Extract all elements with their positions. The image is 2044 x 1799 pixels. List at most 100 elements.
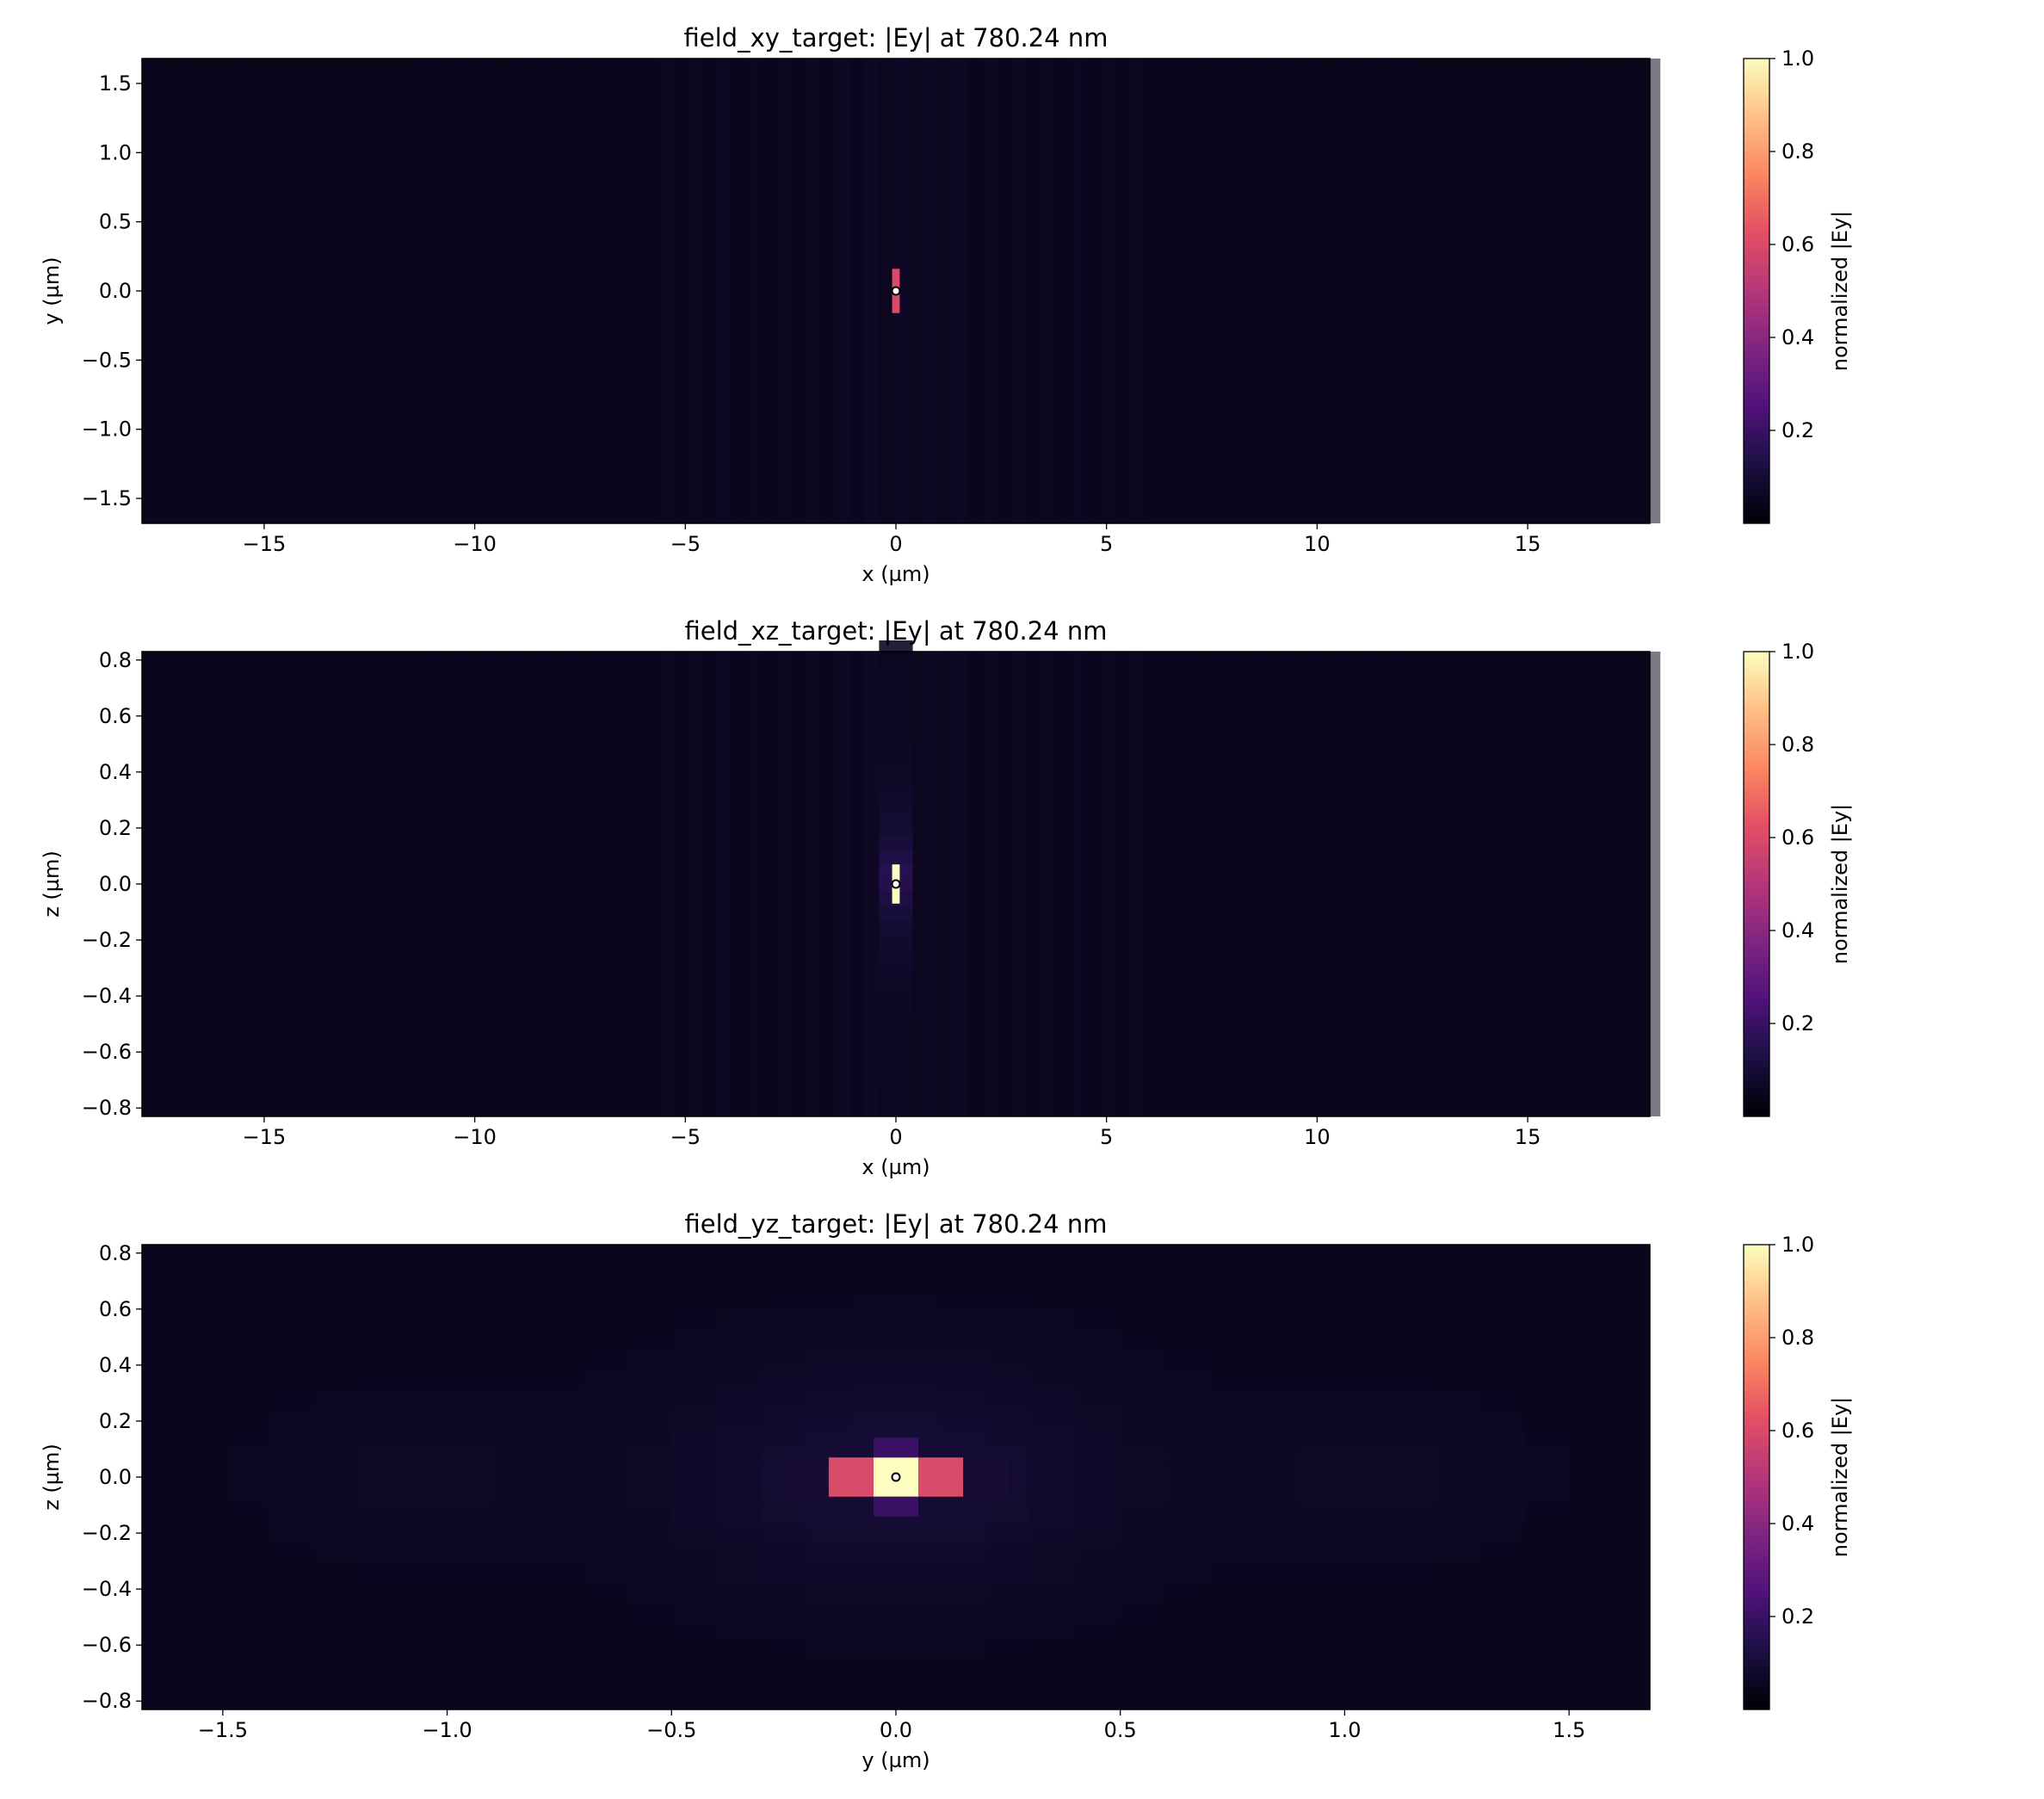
glow-cell xyxy=(1255,1563,1300,1585)
lobe-cell xyxy=(879,794,913,809)
glow-cell xyxy=(222,1289,269,1310)
glow-cell xyxy=(1389,1485,1436,1506)
glow-cell xyxy=(850,1583,897,1604)
texture-stripe xyxy=(1424,652,1440,1116)
glow-cell xyxy=(402,1641,448,1663)
glow-cell xyxy=(402,1681,448,1702)
glow-cell xyxy=(268,1289,313,1310)
glow-cell xyxy=(1344,1524,1391,1545)
glow-cell xyxy=(1569,1289,1615,1310)
glow-cell xyxy=(1030,1681,1077,1702)
x-tick-label: 10 xyxy=(1304,1125,1331,1149)
glow-cell xyxy=(1120,1348,1166,1369)
glow-cell xyxy=(222,1563,269,1585)
glow-cell xyxy=(402,1446,448,1467)
texture-stripe xyxy=(1232,652,1248,1116)
target-marker xyxy=(891,286,901,296)
lobe-cell xyxy=(879,962,913,977)
glow-cell xyxy=(1300,1348,1345,1369)
texture-stripe xyxy=(201,59,216,523)
glow-cell xyxy=(1479,1250,1525,1270)
lobe-cell xyxy=(879,1102,913,1116)
lobe-cell xyxy=(879,836,913,850)
glow-cell xyxy=(582,1563,627,1585)
glow-cell xyxy=(1255,1387,1300,1408)
texture-stripe xyxy=(1129,59,1145,523)
texture-stripe xyxy=(451,59,466,523)
y-tick-label: −0.5 xyxy=(82,348,132,372)
glow-cell xyxy=(761,1426,807,1447)
glow-cell xyxy=(896,1641,942,1663)
glow-cell xyxy=(1164,1544,1211,1565)
glow-cell xyxy=(896,1603,942,1623)
glow-cell xyxy=(357,1623,403,1643)
glow-cell xyxy=(1030,1289,1077,1310)
glow-cell xyxy=(312,1348,358,1369)
glow-cell xyxy=(850,1270,897,1290)
peak-cell xyxy=(783,1457,829,1497)
y-tick-label: 1.0 xyxy=(99,140,132,164)
glow-cell xyxy=(716,1426,763,1447)
glow-cell xyxy=(1389,1681,1436,1702)
glow-cell xyxy=(985,1270,1031,1290)
glow-cell xyxy=(222,1544,269,1565)
glow-cell xyxy=(1255,1661,1300,1682)
glow-cell xyxy=(447,1465,493,1487)
glow-cell xyxy=(1164,1270,1211,1290)
texture-stripe xyxy=(687,59,702,523)
y-tick-label: −0.8 xyxy=(82,1689,132,1713)
glow-cell xyxy=(1389,1544,1436,1565)
glow-cell xyxy=(447,1485,493,1506)
glow-cell xyxy=(1300,1368,1345,1388)
glow-cell xyxy=(1569,1465,1615,1487)
texture-stripe xyxy=(1321,652,1337,1116)
glow-cell xyxy=(671,1446,717,1467)
glow-cell xyxy=(582,1387,627,1408)
texture-stripe xyxy=(790,59,806,523)
texture-stripe xyxy=(937,652,954,1116)
glow-cell xyxy=(222,1270,269,1290)
glow-cell xyxy=(1389,1563,1436,1585)
glow-cell xyxy=(312,1623,358,1643)
glow-cell xyxy=(1164,1681,1211,1702)
texture-stripe xyxy=(1528,59,1543,523)
glow-cell xyxy=(1164,1348,1211,1369)
texture-stripe xyxy=(1158,59,1174,523)
glow-cell xyxy=(177,1544,224,1565)
glow-cell xyxy=(627,1426,672,1447)
glow-cell xyxy=(268,1328,313,1349)
glow-cell xyxy=(761,1387,807,1408)
texture-stripe xyxy=(1071,652,1086,1116)
glow-cell xyxy=(491,1524,538,1545)
y-tick-label: 0.8 xyxy=(99,1241,132,1265)
glow-cell xyxy=(1210,1563,1256,1585)
glow-cell xyxy=(536,1270,583,1290)
glow-cell xyxy=(850,1623,897,1643)
glow-cell xyxy=(761,1524,807,1545)
glow-cell xyxy=(1075,1563,1121,1585)
glow-cell xyxy=(896,1328,942,1349)
glow-cell xyxy=(716,1544,763,1565)
glow-cell xyxy=(1434,1446,1480,1467)
glow-cell xyxy=(806,1563,852,1585)
glow-cell xyxy=(1344,1328,1391,1349)
glow-cell xyxy=(222,1485,269,1506)
glow-cell xyxy=(1479,1348,1525,1369)
glow-cell xyxy=(447,1544,493,1565)
glow-cell xyxy=(671,1250,717,1270)
glow-cell xyxy=(627,1446,672,1467)
colorbar: 0.2 0.4 0.6 0.8 1.0 normalized |Ey| xyxy=(1743,46,1852,524)
glow-cell xyxy=(177,1406,224,1427)
texture-stripe xyxy=(1557,652,1572,1116)
glow-cell xyxy=(1344,1485,1391,1506)
glow-cell xyxy=(716,1603,763,1623)
glow-cell xyxy=(1210,1681,1256,1702)
glow-cell xyxy=(491,1348,538,1369)
x-tick-label: 0 xyxy=(889,1125,902,1149)
glow-cell xyxy=(177,1426,224,1447)
texture-stripe xyxy=(186,59,201,523)
glow-cell xyxy=(1164,1446,1211,1467)
colorbar: 0.2 0.4 0.6 0.8 1.0 normalized |Ey| xyxy=(1743,1233,1852,1710)
colorbar-tick-label: 0.8 xyxy=(1782,139,1814,164)
texture-stripe xyxy=(318,652,334,1116)
